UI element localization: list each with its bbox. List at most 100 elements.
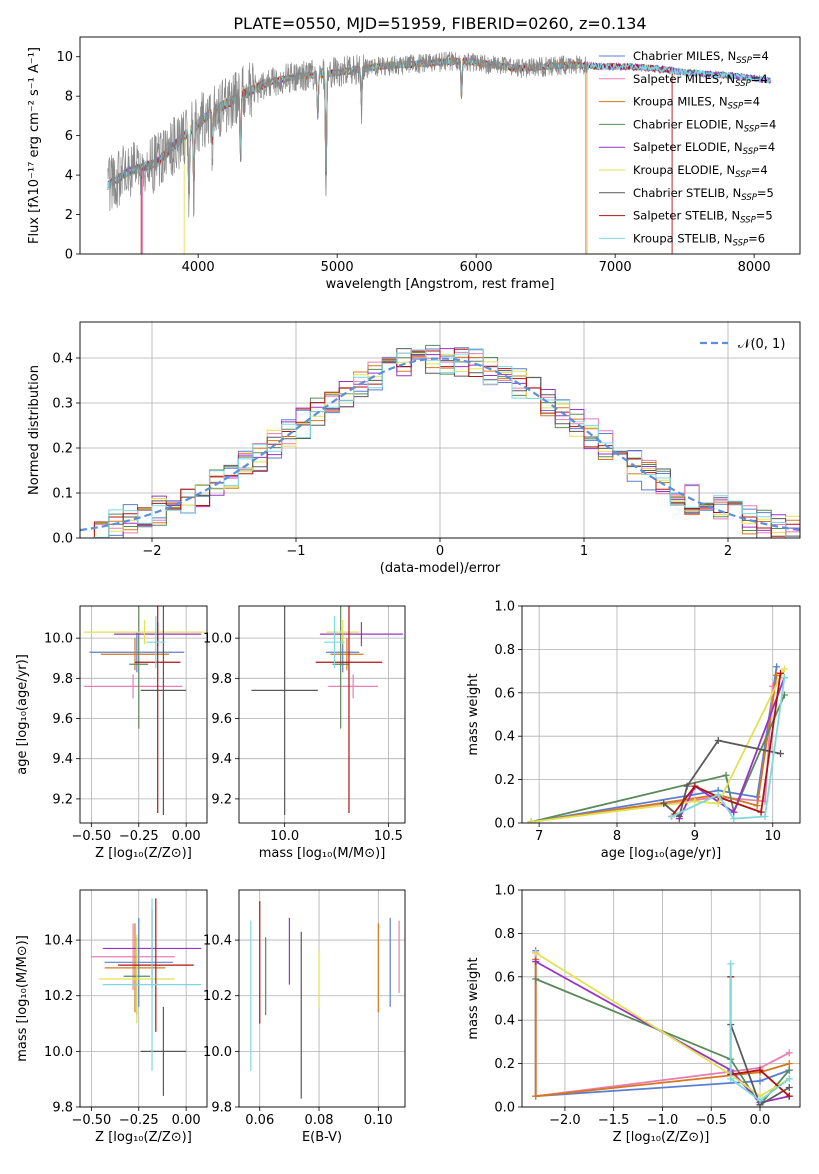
y-tick-label: 0.6: [494, 970, 515, 985]
plot-area-mass-vs-Z: [91, 898, 202, 1096]
legend-sub: SSP: [736, 56, 752, 66]
weight-marker: [714, 791, 722, 799]
weight-marker: [753, 793, 761, 801]
legend-tail: =6: [748, 231, 765, 245]
errorbar-point-6: [140, 606, 187, 815]
y-tick-label: 9.6: [52, 712, 73, 727]
axes-frame: [79, 321, 801, 539]
weight-marker: [753, 802, 761, 810]
errorbar-point-8: [324, 616, 345, 669]
legend-entry: Kroupa MILES, NSSP=4: [633, 95, 760, 112]
legend-tail: =5: [756, 209, 773, 223]
axes-frame: [79, 605, 208, 824]
y-tick-label: 0.2: [494, 1057, 515, 1072]
legend-tail: =4: [752, 49, 769, 63]
y-axis-label: mass weight: [466, 957, 481, 1039]
x-tick-label: 6000: [460, 260, 493, 275]
weight-marker: [714, 799, 722, 807]
weight-marker: [785, 1075, 793, 1083]
axes-mass-vs-EBV: 0.06 0.08 0.10 9.8 10.0 10.2 10.4 E(B-V): [203, 889, 406, 1145]
weight-marker: [532, 975, 540, 983]
axes-frame: [79, 889, 208, 1108]
axes-frame: [521, 605, 801, 824]
weight-line-5: [535, 952, 790, 1098]
errorbar-point-3: [332, 606, 349, 729]
x-axis-label: Z [log₁₀(Z/Z⊙)]: [95, 846, 192, 861]
weight-marker: [780, 674, 788, 682]
errorbar-point-7: [134, 606, 181, 813]
x-tick-label: 10.0: [270, 829, 299, 844]
x-axis-label: Z [log₁₀(Z/Z⊙)]: [95, 1130, 192, 1145]
y-tick-label: 8: [65, 90, 73, 105]
x-tick-label: 0.00: [172, 1113, 201, 1128]
y-tick-label: 9.4: [52, 752, 73, 767]
legend-text: Salpeter ELODIE, N: [633, 140, 743, 154]
y-tick-label: 9.8: [211, 672, 232, 687]
legend-sub: SSP: [733, 238, 749, 248]
y-tick-label: 0: [65, 248, 73, 263]
legend-sub: SSP: [744, 124, 760, 134]
axes-age-vs-mass: 10.0 10.5 9.2 9.4 9.6 9.8 10.0 mass [log₁₀(M/M⊙…: [203, 605, 406, 861]
y-tick-label: 9.6: [211, 712, 232, 727]
plot-area-residuals: [80, 344, 800, 538]
x-tick-label: −0.50: [71, 1113, 111, 1128]
x-tick-label: 7000: [599, 260, 632, 275]
y-tick-label: 9.8: [52, 1101, 73, 1116]
plot-area-mass-vs-EBV: [250, 901, 400, 1099]
y-tick-label: 10.0: [203, 632, 232, 647]
errorbar-point-1: [328, 674, 379, 699]
axes-frame: [521, 889, 801, 1108]
y-tick-label: 1.0: [494, 600, 515, 615]
x-axis-label: age [log₁₀(age/yr)]: [601, 846, 722, 861]
x-tick-label: −0.25: [119, 1113, 159, 1128]
errorbar-point-6: [251, 606, 318, 815]
axes-weight-vs-age: 7 8 9 10 0.0 0.2 0.4 0.6 0.8 1.0 age [log₁₀(age/yr…: [466, 600, 801, 861]
y-tick-label: 10.4: [44, 934, 73, 949]
weight-marker: [660, 799, 668, 807]
weight-marker: [532, 1092, 540, 1100]
y-tick-label: 0.4: [52, 352, 73, 367]
weight-marker: [785, 1066, 793, 1074]
y-tick-label: 10.0: [44, 632, 73, 647]
weight-marker: [756, 1066, 764, 1074]
errorbar-point-4: [319, 622, 403, 647]
legend-sub: SSP: [735, 170, 751, 180]
x-tick-label: 8: [613, 829, 621, 844]
x-tick-label: −1: [286, 544, 305, 559]
axes-frame: [238, 605, 406, 824]
weight-marker: [785, 1060, 793, 1068]
legend-text: Kroupa STELIB, N: [633, 231, 733, 245]
legend-entry: Salpeter STELIB, NSSP=5: [633, 209, 773, 226]
legend-tail: =4: [743, 95, 760, 109]
weight-marker: [727, 960, 735, 968]
plot-area-weight-vs-Z: [532, 947, 793, 1107]
legend-entry: Chabrier MILES, NSSP=4: [633, 49, 769, 66]
y-tick-label: 9.8: [211, 1101, 232, 1116]
legend-text: Kroupa ELODIE, N: [633, 163, 735, 177]
y-tick-label: 0.4: [494, 730, 515, 745]
weight-marker: [675, 812, 683, 820]
x-tick-label: −1.0: [647, 1113, 679, 1128]
weight-line-5: [531, 668, 786, 823]
weight-marker: [756, 1096, 764, 1104]
hist-series-4: [80, 348, 800, 538]
y-tick-label: 9.4: [211, 752, 232, 767]
weight-marker: [785, 1083, 793, 1091]
y-tick-label: 4: [65, 169, 73, 184]
x-tick-label: 0.10: [364, 1113, 393, 1128]
weight-marker: [773, 663, 781, 671]
y-tick-label: 0.2: [52, 442, 73, 457]
x-axis-label: (data-model)/error: [380, 561, 501, 576]
axes-spectrum: 4000 5000 6000 7000 8000 0 2 4 6 8 10 wavelength [A…: [27, 36, 801, 292]
y-tick-label: 9.8: [52, 672, 73, 687]
weight-marker: [691, 782, 699, 790]
weight-marker: [532, 949, 540, 957]
figure-title: PLATE=0550, MJD=51959, FIBERID=0260, z=0…: [233, 14, 646, 33]
y-tick-label: 0.0: [52, 532, 73, 547]
y-tick-label: 10.2: [44, 989, 73, 1004]
y-tick-label: 0.0: [494, 817, 515, 832]
plot-area-spectrum: [107, 51, 772, 254]
y-tick-label: 0.8: [494, 643, 515, 658]
